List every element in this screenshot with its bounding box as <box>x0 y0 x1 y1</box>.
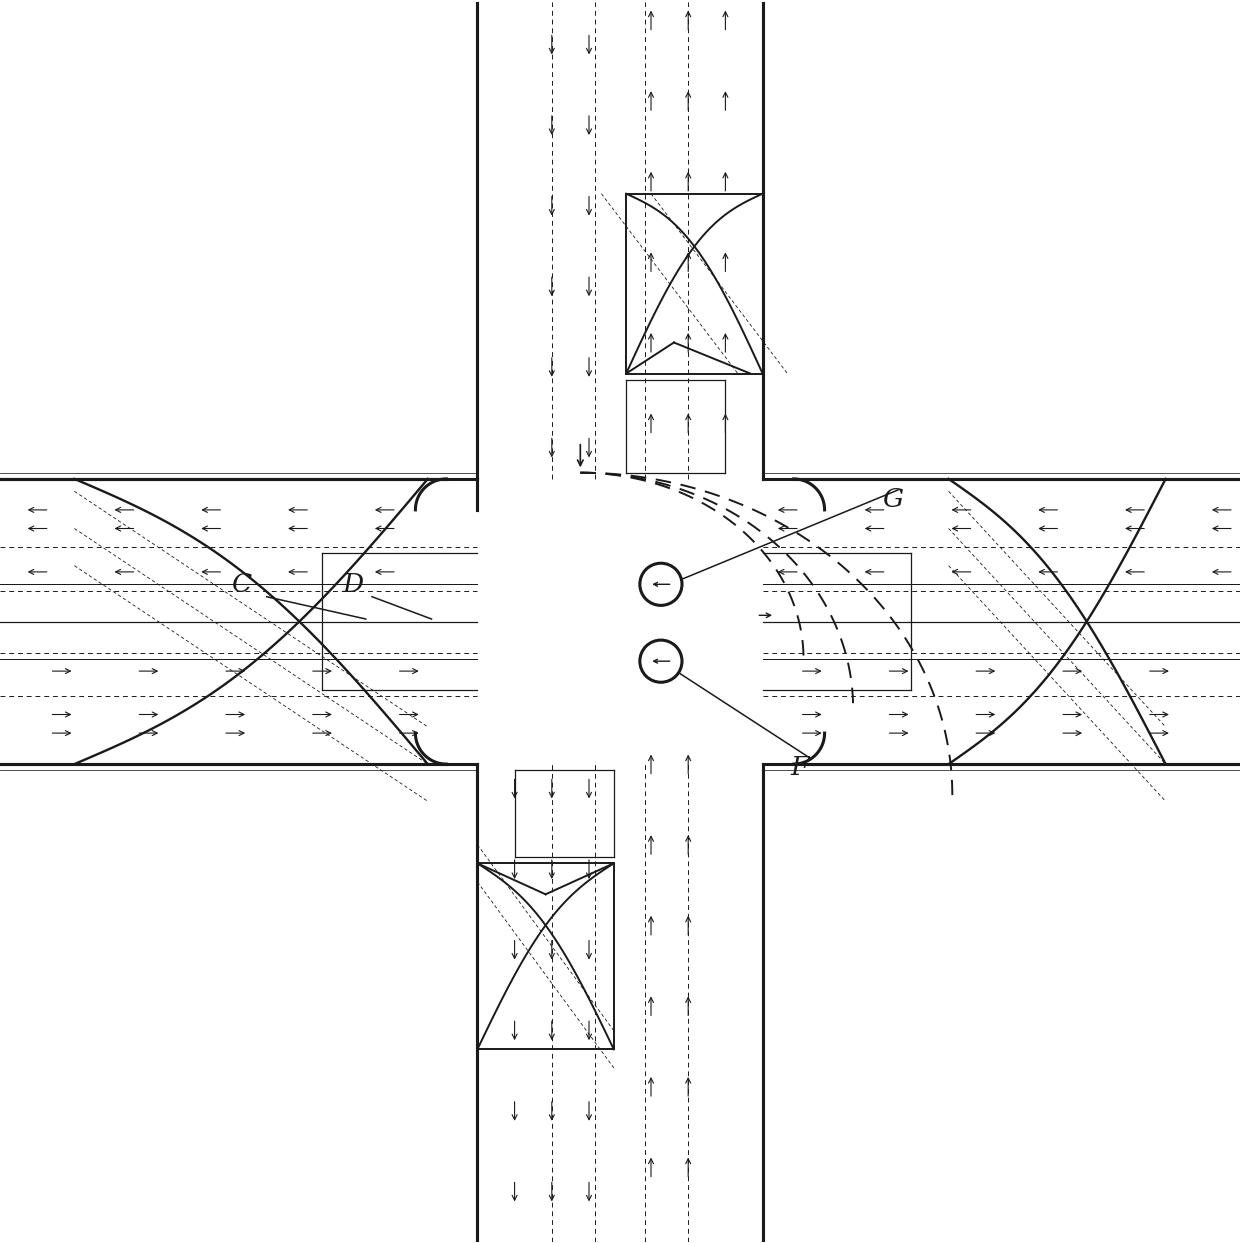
Text: D: D <box>342 572 365 597</box>
Text: F: F <box>791 756 808 781</box>
Circle shape <box>640 563 682 605</box>
Text: G: G <box>882 487 904 512</box>
Circle shape <box>640 640 682 682</box>
Text: C: C <box>232 572 252 597</box>
